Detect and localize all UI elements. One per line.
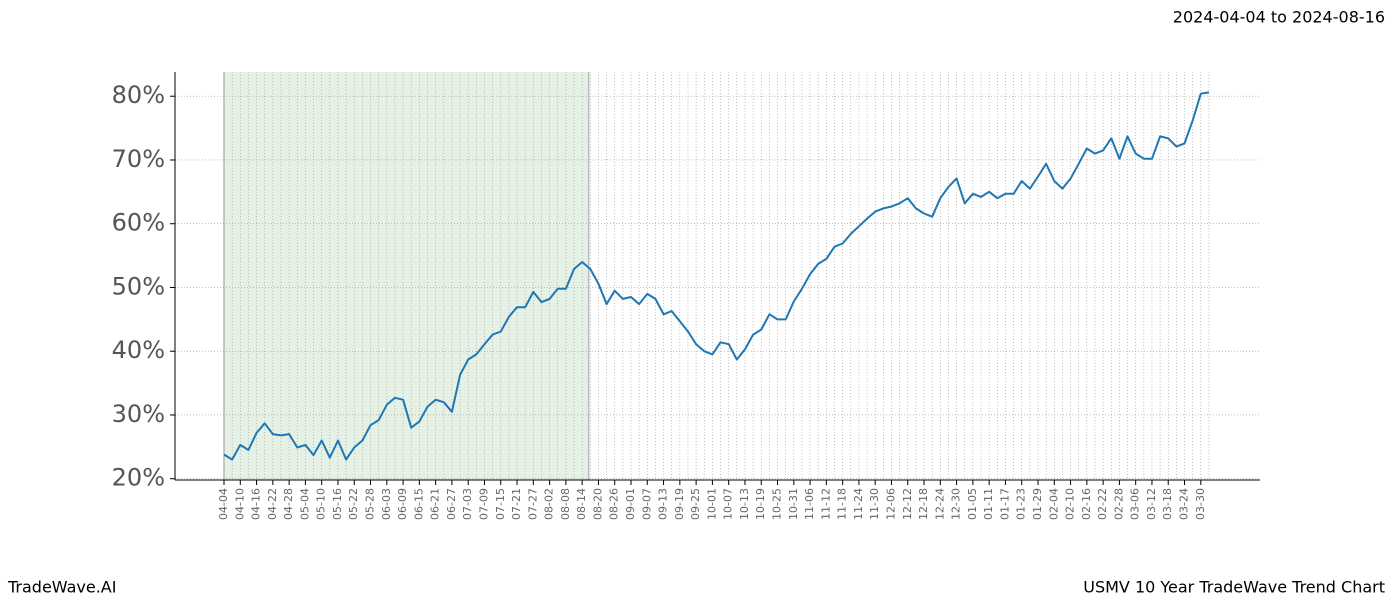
x-tick-label: 04-04 [217, 488, 230, 520]
x-tick-label: 08-20 [591, 488, 604, 520]
x-tick-label: 12-06 [884, 488, 897, 520]
y-tick-label: 50% [112, 272, 165, 300]
x-tick-label: 09-07 [640, 488, 653, 520]
x-tick-label: 09-19 [673, 488, 686, 520]
x-tick-label: 10-07 [722, 488, 735, 520]
x-tick-label: 12-24 [933, 488, 946, 520]
x-tick-label: 05-16 [331, 488, 344, 520]
x-tick-label: 02-16 [1080, 488, 1093, 520]
x-tick-label: 06-21 [429, 488, 442, 520]
x-tick-label: 05-10 [315, 488, 328, 520]
highlight-region [224, 72, 589, 480]
x-tick-label: 08-02 [543, 488, 556, 520]
x-tick-label: 01-17 [998, 488, 1011, 520]
x-tick-label: 07-21 [510, 488, 523, 520]
x-tick-label: 10-31 [787, 488, 800, 520]
y-tick-label: 40% [112, 336, 165, 364]
x-tick-label: 04-22 [266, 488, 279, 520]
y-tick-label: 30% [112, 400, 165, 428]
x-tick-label: 12-18 [917, 488, 930, 520]
x-tick-label: 02-22 [1096, 488, 1109, 520]
x-tick-label: 11-18 [836, 488, 849, 520]
x-tick-label: 05-04 [298, 488, 311, 520]
x-tick-label: 10-01 [705, 488, 718, 520]
x-tick-label: 01-23 [1015, 488, 1028, 520]
x-tick-label: 11-06 [803, 488, 816, 520]
x-tick-label: 05-28 [364, 488, 377, 520]
x-tick-label: 08-08 [559, 488, 572, 520]
x-tick-label: 12-30 [950, 488, 963, 520]
x-tick-label: 03-06 [1129, 488, 1142, 520]
x-tick-label: 02-10 [1064, 488, 1077, 520]
x-tick-label: 10-19 [754, 488, 767, 520]
x-tick-label: 01-29 [1031, 488, 1044, 520]
x-tick-label: 12-12 [901, 488, 914, 520]
x-tick-label: 01-05 [966, 488, 979, 520]
y-tick-label: 80% [112, 81, 165, 109]
x-tick-label: 11-30 [868, 488, 881, 520]
x-tick-label: 01-11 [982, 488, 995, 520]
x-tick-label: 09-13 [657, 488, 670, 520]
trend-line [223, 91, 1210, 461]
x-tick-label: 06-09 [396, 488, 409, 520]
x-tick-label: 03-30 [1194, 488, 1207, 520]
chart-title: 2024-04-04 to 2024-08-16 [1173, 8, 1385, 27]
x-tick-label: 11-24 [852, 488, 865, 520]
x-tick-label: 05-22 [347, 488, 360, 520]
x-tick-label: 06-03 [380, 488, 393, 520]
x-tick-label: 07-03 [461, 488, 474, 520]
x-tick-label: 10-25 [771, 488, 784, 520]
y-tick-label: 60% [112, 209, 165, 237]
x-tick-label: 04-10 [233, 488, 246, 520]
x-tick-label: 03-24 [1178, 488, 1191, 520]
x-tick-label: 03-12 [1145, 488, 1158, 520]
x-tick-label: 07-27 [526, 488, 539, 520]
x-tick-label: 06-15 [412, 488, 425, 520]
x-tick-label: 04-28 [282, 488, 295, 520]
y-tick-label: 20% [112, 464, 165, 492]
x-tick-label: 08-14 [575, 488, 588, 520]
footer-right: USMV 10 Year TradeWave Trend Chart [1083, 578, 1385, 597]
x-tick-label: 08-26 [608, 488, 621, 520]
x-tick-label: 06-27 [445, 488, 458, 520]
x-tick-label: 02-28 [1112, 488, 1125, 520]
x-tick-label: 04-16 [250, 488, 263, 520]
x-tick-label: 03-18 [1161, 488, 1174, 520]
x-tick-label: 10-13 [738, 488, 751, 520]
x-tick-label: 02-04 [1047, 488, 1060, 520]
x-tick-label: 09-25 [689, 488, 702, 520]
x-tick-label: 09-01 [624, 488, 637, 520]
x-tick-label: 11-12 [819, 488, 832, 520]
y-tick-label: 70% [112, 145, 165, 173]
x-tick-label: 07-15 [494, 488, 507, 520]
x-tick-label: 07-09 [477, 488, 490, 520]
footer-left: TradeWave.AI [7, 578, 116, 597]
